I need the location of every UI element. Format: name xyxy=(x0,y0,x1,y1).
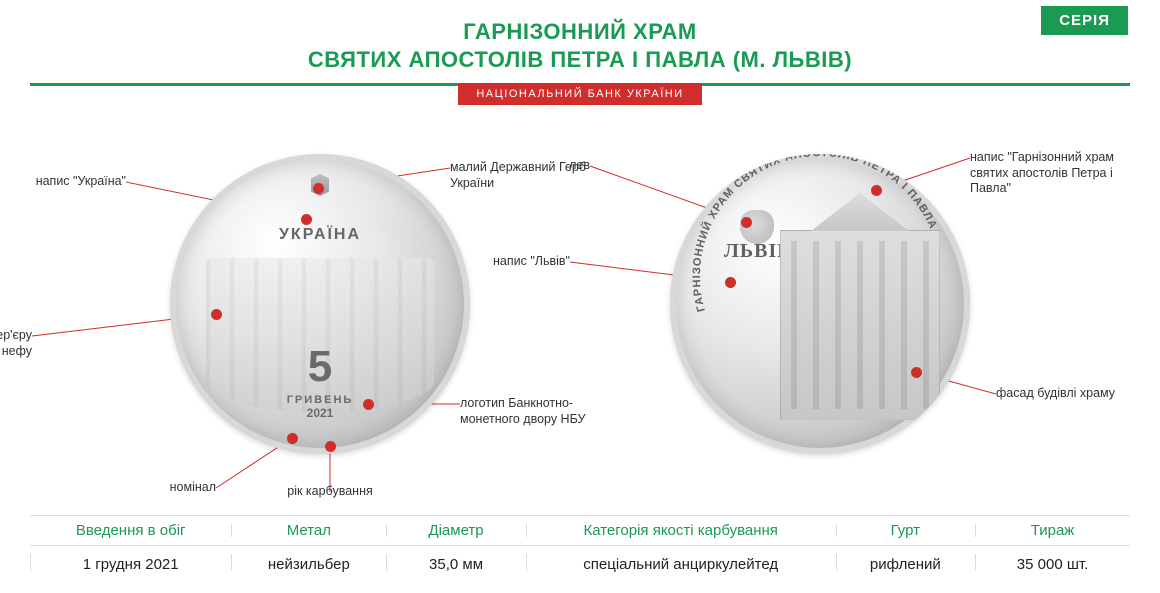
facade-art xyxy=(780,230,940,420)
callout-label: номінал xyxy=(170,480,216,496)
specs-value: спеціальний анциркулейтед xyxy=(526,545,836,579)
coin-obverse: УКРАЇНА 5 ГРИВЕНЬ 2021 xyxy=(170,154,470,454)
callout-dot xyxy=(363,399,374,410)
specs-value: нейзильбер xyxy=(231,545,386,579)
callout-label: напис "Гарнізонний храм святих апостолів… xyxy=(970,150,1120,197)
callout-dot xyxy=(871,185,882,196)
specs-value: 1 грудня 2021 xyxy=(30,545,231,579)
title-line-2: СВЯТИХ АПОСТОЛІВ ПЕТРА І ПАВЛА (М. ЛЬВІВ… xyxy=(0,46,1160,74)
coin-stage: УКРАЇНА 5 ГРИВЕНЬ 2021 ГАРНІЗОННИЙ ХРАМ … xyxy=(30,114,1130,504)
callout-dot xyxy=(301,214,312,225)
specs-header: Категорія якості карбування xyxy=(526,515,836,545)
callout-label: рік карбування xyxy=(287,484,372,500)
callout-label: фасад будівлі храму xyxy=(996,386,1115,402)
callout-label: напис "Україна" xyxy=(36,174,126,190)
specs-header: Тираж xyxy=(975,515,1130,545)
obverse-year: 2021 xyxy=(184,406,456,420)
callout-label: логотип Банкнотно-монетного двору НБУ xyxy=(460,396,610,427)
specs-value: 35 000 шт. xyxy=(975,545,1130,579)
callout-label: лев xyxy=(569,158,590,174)
obverse-country: УКРАЇНА xyxy=(279,226,361,244)
callout-dot xyxy=(325,441,336,452)
specs-header: Метал xyxy=(231,515,386,545)
callout-dot xyxy=(911,367,922,378)
series-badge: СЕРІЯ xyxy=(1041,6,1128,35)
callout-label: напис "Львів" xyxy=(493,254,570,270)
specs-value: рифлений xyxy=(836,545,975,579)
specs-header: Діаметр xyxy=(386,515,525,545)
specs-header: Введення в обіг xyxy=(30,515,231,545)
callout-dot xyxy=(211,309,222,320)
issuer-pill: НАЦІОНАЛЬНИЙ БАНК УКРАЇНИ xyxy=(458,83,701,105)
obverse-denom-word: ГРИВЕНЬ xyxy=(184,394,456,406)
callout-label: фрагмент інтер'єру центрального нефу xyxy=(0,328,32,359)
title-line-1: ГАРНІЗОННИЙ ХРАМ xyxy=(0,18,1160,46)
specs-table: Введення в обігМеталДіаметрКатегорія яко… xyxy=(30,515,1130,579)
specs-value: 35,0 мм xyxy=(386,545,525,579)
specs-header: Гурт xyxy=(836,515,975,545)
obverse-denom-number: 5 xyxy=(184,342,456,392)
page-title: ГАРНІЗОННИЙ ХРАМ СВЯТИХ АПОСТОЛІВ ПЕТРА … xyxy=(0,0,1160,73)
coin-reverse: ГАРНІЗОННИЙ ХРАМ СВЯТИХ АПОСТОЛІВ ПЕТРА … xyxy=(670,154,970,454)
callout-dot xyxy=(741,217,752,228)
callout-dot xyxy=(287,433,298,444)
callout-dot xyxy=(313,183,324,194)
callout-dot xyxy=(725,277,736,288)
